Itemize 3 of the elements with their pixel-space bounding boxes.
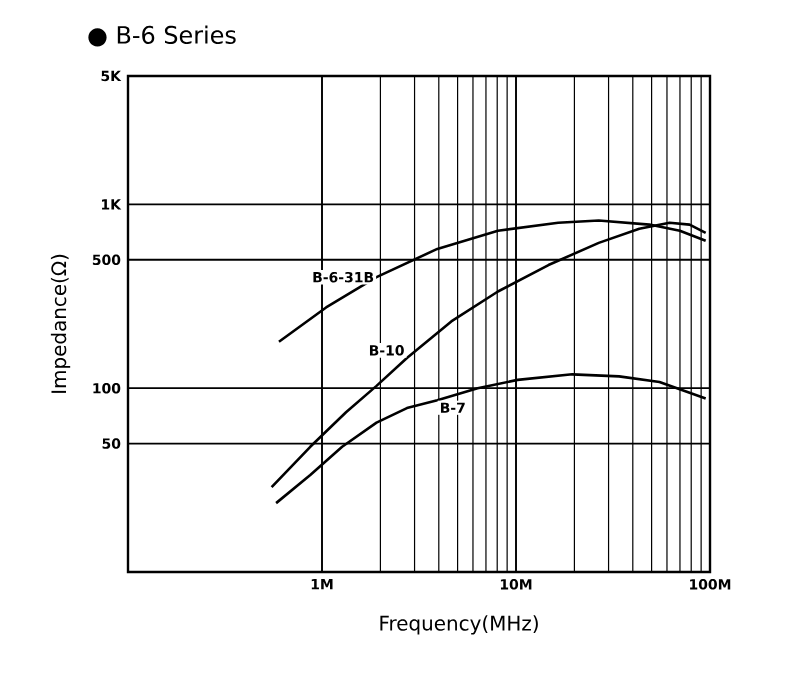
x-axis-title: Frequency(MHz) — [380, 615, 538, 635]
y-axis-title: Impedance(Ω) — [50, 254, 71, 393]
chart-title: ● B-6 Series — [88, 25, 236, 47]
